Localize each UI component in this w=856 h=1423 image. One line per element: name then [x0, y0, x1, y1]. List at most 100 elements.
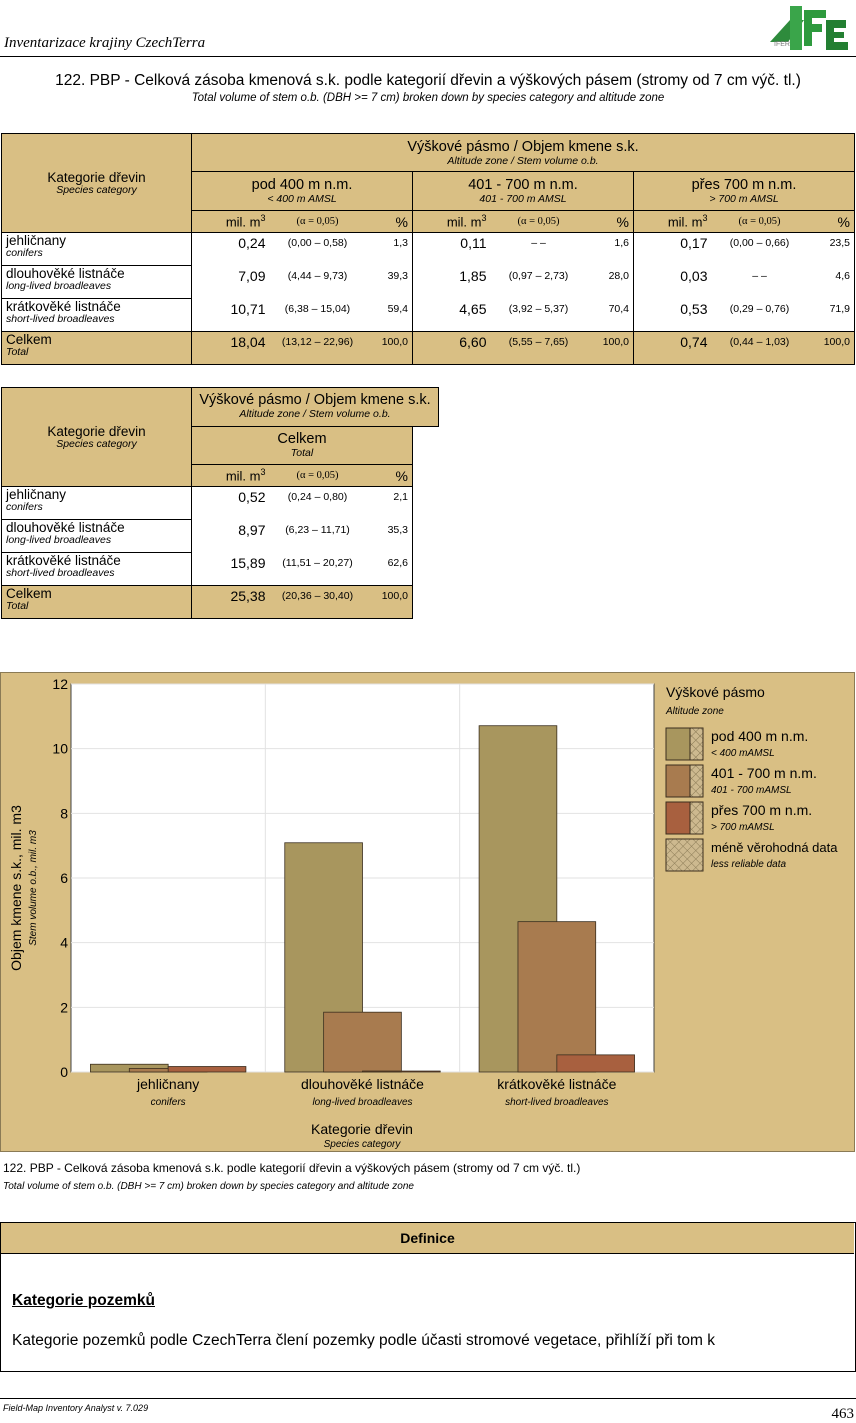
percent-value: 100,0: [365, 331, 413, 365]
legend-swatch: [665, 801, 691, 835]
confidence-interval: (13,12 – 22,96): [269, 331, 366, 365]
zone-name: pod 400 m n.m.: [251, 177, 353, 193]
volume-by-altitude-table: Kategorie dřevin Species category Výškov…: [1, 133, 855, 365]
group-header-cell: Výškové pásmo / Objem kmene s.k. Altitud…: [191, 133, 855, 172]
confidence-interval: (11,51 – 20,27): [269, 552, 366, 586]
percent-value: 71,9: [807, 298, 855, 332]
confidence-interval: (4,44 – 9,73): [269, 265, 366, 299]
percent-value: 59,4: [365, 298, 413, 332]
zone-header: 401 - 700 m n.m. 401 - 700 m AMSL: [412, 171, 634, 211]
confidence-interval: (0,44 – 1,03): [711, 331, 808, 365]
definition-heading: Kategorie pozemků: [12, 1292, 155, 1309]
confidence-interval: (6,23 – 11,71): [269, 519, 366, 553]
table-row: krátkověké listnáče short-lived broadleav…: [1, 552, 413, 586]
category-name: jehličnany: [6, 233, 67, 248]
percent-value: 35,3: [365, 519, 413, 553]
volume-value: 0,11: [412, 232, 491, 266]
legend-swatch-hatched: [689, 764, 704, 798]
unit-label: mil. m: [225, 214, 261, 230]
legend-label-en: > 700 mAMSL: [711, 822, 775, 833]
y-tick-label: 12: [52, 676, 68, 692]
percent-header: %: [365, 464, 413, 487]
table-row: jehličnany conifers 0,52 (0,24 – 0,80) 2,1: [1, 486, 413, 520]
confidence-interval: (0,24 – 0,80): [269, 486, 366, 520]
volume-value: 0,17: [633, 232, 712, 266]
zone-header: pod 400 m n.m. < 400 m AMSL: [191, 171, 413, 211]
volume-value: 7,09: [191, 265, 270, 299]
volume-value: 4,65: [412, 298, 491, 332]
legend-title: Výškové pásmo: [666, 684, 765, 700]
percent-header: %: [807, 210, 855, 233]
legend-label: přes 700 m n.m.: [711, 802, 812, 818]
confidence-interval: (0,00 – 0,58): [269, 232, 366, 266]
y-axis-label-en: Stem volume o.b., mil. m3: [28, 830, 39, 946]
volume-value: 25,38: [191, 585, 270, 619]
total-column-name: Celkem: [277, 431, 327, 447]
footer-divider: [0, 1398, 856, 1399]
confidence-interval: – –: [711, 265, 808, 299]
category-name-en: long-lived broadleaves: [6, 534, 112, 546]
group-header-box: Výškové pásmo / Objem kmene s.k. Altitud…: [192, 387, 439, 427]
legend-label: pod 400 m n.m.: [711, 728, 808, 744]
ifer-logo: IFER: [770, 6, 848, 50]
unit-exponent: 3: [260, 467, 266, 478]
percent-value: 1,6: [586, 232, 634, 266]
category-header: Kategorie dřevin: [47, 170, 146, 185]
table-row: Celkem Total 18,04 (13,12 – 22,96) 100,0 6,60…: [1, 331, 855, 365]
confidence-interval: (20,36 – 30,40): [269, 585, 366, 619]
category-header-en: Species category: [56, 184, 137, 196]
alpha-header: (α = 0,05): [711, 210, 808, 233]
category-name: Celkem: [6, 586, 52, 601]
category-name-en: short-lived broadleaves: [6, 313, 115, 325]
x-tick-label-en: long-lived broadleaves: [312, 1097, 412, 1108]
confidence-interval: (6,38 – 15,04): [269, 298, 366, 332]
category-cell: dlouhověké listnáče long-lived broadleave…: [1, 265, 192, 299]
legend-label-en: less reliable data: [711, 859, 786, 870]
percent-value: 62,6: [365, 552, 413, 586]
unit-exponent: 3: [260, 213, 266, 224]
header-divider: [0, 56, 856, 57]
percent-header: %: [365, 210, 413, 233]
group-header: Výškové pásmo / Objem kmene s.k.: [199, 392, 431, 408]
unit-header: mil. m3: [191, 464, 270, 487]
logo-text: IFER: [774, 41, 790, 48]
percent-value: 1,3: [365, 232, 413, 266]
legend-label-en: 401 - 700 mAMSL: [711, 785, 792, 796]
total-column-name-en: Total: [290, 447, 314, 459]
legend-swatch-hatched: [665, 838, 704, 872]
y-tick-label: 8: [60, 805, 68, 821]
zone-name: přes 700 m n.m.: [691, 177, 797, 193]
unit-header: mil. m3: [412, 210, 491, 233]
percent-value: 2,1: [365, 486, 413, 520]
percent-value: 28,0: [586, 265, 634, 299]
y-tick-label: 6: [60, 870, 68, 886]
x-tick-label-en: short-lived broadleaves: [505, 1097, 608, 1108]
alpha-header: (α = 0,05): [269, 210, 366, 233]
x-tick-label: dlouhověké listnáče: [301, 1076, 424, 1092]
category-cell: jehličnany conifers: [1, 486, 192, 520]
unit-label: mil. m: [225, 468, 261, 484]
category-header-en: Species category: [56, 438, 137, 450]
category-cell: Celkem Total: [1, 331, 192, 365]
y-tick-label: 4: [60, 935, 68, 951]
volume-value: 0,52: [191, 486, 270, 520]
unit-label: mil. m: [667, 214, 703, 230]
volume-value: 0,24: [191, 232, 270, 266]
percent-value: 100,0: [365, 585, 413, 619]
volume-value: 0,74: [633, 331, 712, 365]
total-volume-table: Kategorie dřevin Species category Výškov…: [1, 387, 439, 619]
confidence-interval: (5,55 – 7,65): [490, 331, 587, 365]
unit-exponent: 3: [702, 213, 708, 224]
unit-exponent: 3: [481, 213, 487, 224]
confidence-interval: (0,00 – 0,66): [711, 232, 808, 266]
bar: [167, 1066, 247, 1073]
percent-value: 39,3: [365, 265, 413, 299]
category-cell: krátkověké listnáče short-lived broadleav…: [1, 298, 192, 332]
document-header-title: Inventarizace krajiny CzechTerra: [4, 35, 206, 51]
x-axis-label: Kategorie dřevin: [311, 1121, 413, 1137]
category-cell: jehličnany conifers: [1, 232, 192, 266]
figure-caption: 122. PBP - Celková zásoba kmenová s.k. p…: [3, 1161, 581, 1175]
confidence-interval: (3,92 – 5,37): [490, 298, 587, 332]
bar: [517, 921, 597, 1073]
bar: [362, 1070, 441, 1073]
